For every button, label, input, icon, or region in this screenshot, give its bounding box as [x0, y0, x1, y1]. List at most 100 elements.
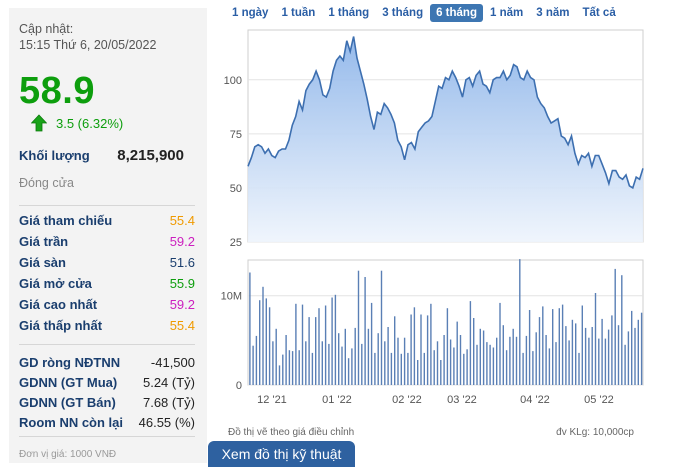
- volume-bar: [354, 327, 356, 385]
- tab-1-week[interactable]: 1 tuần: [281, 7, 316, 19]
- volume-bar: [571, 319, 574, 385]
- volume-bar: [482, 330, 485, 385]
- technical-chart-button[interactable]: Xem đồ thị kỹ thuật: [208, 441, 355, 467]
- volume-bar: [285, 335, 287, 385]
- price-row-floor: Giá sàn 51.6: [19, 255, 195, 276]
- volume-bar: [275, 328, 277, 386]
- high-price-label: Giá cao nhất: [19, 297, 98, 312]
- volume-bar: [568, 340, 570, 385]
- volume-bar: [305, 341, 307, 386]
- volume-grid: [248, 295, 643, 386]
- volume-bar: [407, 352, 409, 385]
- volume-bar: [443, 335, 445, 385]
- chart-note-adjusted: Đồ thị vẽ theo giá điều chỉnh: [228, 427, 355, 438]
- tab-6-months[interactable]: 6 tháng: [430, 4, 483, 22]
- quote-panel: Cập nhật: 15:15 Thứ 6, 20/05/2022 58.9 3…: [9, 8, 207, 463]
- volume-bar: [347, 358, 350, 385]
- volume-bar: [486, 342, 488, 385]
- tab-1-month[interactable]: 1 tháng: [328, 7, 370, 19]
- updated-label: Cập nhật:: [19, 22, 74, 36]
- tab-1-day[interactable]: 1 ngày: [232, 7, 269, 19]
- volume-bar: [581, 305, 583, 385]
- volume-bar: [604, 338, 607, 385]
- tab-1-year[interactable]: 1 năm: [489, 7, 524, 19]
- volume-bar: [341, 346, 343, 385]
- price-line: [247, 36, 644, 190]
- volume-bar: [410, 314, 412, 385]
- volume-tick-label: 0: [236, 380, 242, 392]
- volume-bar: [476, 344, 478, 385]
- volume-bar: [463, 353, 465, 386]
- volume-bar: [594, 293, 597, 385]
- volume-bar: [278, 365, 281, 385]
- volume-bar: [601, 318, 603, 385]
- foreign-net-label: GD ròng NĐTNN: [19, 355, 121, 370]
- price-area: [248, 36, 643, 242]
- volume-bar: [492, 347, 495, 385]
- volume-bar: [249, 272, 251, 385]
- volume-bar: [351, 348, 353, 385]
- foreign-net-row: GD ròng NĐTNN -41,500: [19, 355, 195, 375]
- volume-bar: [548, 348, 551, 385]
- volume-bar: [380, 270, 383, 385]
- reference-price-label: Giá tham chiếu: [19, 213, 113, 228]
- volume-bar: [634, 327, 636, 385]
- ceiling-price-value: 59.2: [169, 234, 195, 249]
- volume-bar: [334, 294, 337, 385]
- volume-bar: [542, 306, 544, 385]
- open-price-label: Giá mở cửa: [19, 276, 92, 291]
- volume-bar: [440, 360, 442, 385]
- x-tick-label: 05 '22: [584, 394, 614, 406]
- tab-all[interactable]: Tất cả: [582, 7, 616, 19]
- volume-bar: [252, 345, 254, 385]
- volume-bar: [420, 314, 422, 385]
- volume-bar: [430, 303, 432, 386]
- x-tick-label: 04 '22: [520, 394, 550, 406]
- foreign-room-value: 46.55 (%): [138, 415, 195, 430]
- volume-bar: [318, 308, 320, 385]
- volume-bar: [400, 353, 402, 386]
- updated-time: 15:15 Thứ 6, 20/05/2022: [19, 38, 157, 52]
- volume-bar: [426, 315, 429, 385]
- volume-bar: [272, 341, 274, 386]
- volume-bar: [565, 326, 567, 385]
- volume-bar: [433, 350, 435, 385]
- tab-3-years[interactable]: 3 năm: [536, 7, 570, 19]
- volume-bars: [249, 259, 643, 386]
- price-axis-ticks: 25 50 75 100: [224, 75, 242, 249]
- volume-bar: [324, 305, 327, 385]
- x-tick-label: 03 '22: [447, 394, 477, 406]
- volume-bar: [555, 342, 557, 385]
- volume-axis-ticks: 0 10M: [221, 291, 242, 392]
- foreign-buy-value: 5.24 (Tỷ): [142, 375, 195, 390]
- volume-bar: [265, 298, 267, 385]
- volume-bar: [525, 335, 528, 385]
- volume-label: Khối lượng: [19, 148, 90, 163]
- low-price-value: 55.4: [169, 318, 195, 333]
- volume-bar: [288, 350, 291, 385]
- volume-bar: [295, 303, 297, 386]
- price-row-reference: Giá tham chiếu 55.4: [19, 213, 195, 234]
- volume-bar: [459, 335, 462, 385]
- volume-bar: [535, 332, 537, 385]
- close-label: Đóng cửa: [19, 176, 74, 190]
- foreign-buy-row: GDNN (GT Mua) 5.24 (Tỷ): [19, 375, 195, 395]
- volume-bar: [311, 352, 314, 385]
- divider: [19, 205, 195, 206]
- volume-bar: [436, 341, 439, 386]
- volume-bar: [505, 350, 508, 385]
- divider: [19, 344, 195, 345]
- volume-bar: [627, 331, 630, 385]
- volume-bar: [519, 259, 521, 385]
- volume-bar: [397, 337, 399, 385]
- floor-price-value: 51.6: [169, 255, 195, 270]
- volume-tick-label: 10M: [221, 291, 242, 303]
- reference-price-value: 55.4: [169, 213, 195, 228]
- tab-3-months[interactable]: 3 tháng: [382, 7, 424, 19]
- ceiling-price-label: Giá trần: [19, 234, 69, 249]
- volume-bar: [328, 343, 330, 385]
- volume-bar: [282, 354, 284, 385]
- volume-bar: [637, 319, 639, 385]
- volume-bar: [640, 312, 643, 385]
- price-change-row: 3.5 (6.32%): [31, 114, 123, 132]
